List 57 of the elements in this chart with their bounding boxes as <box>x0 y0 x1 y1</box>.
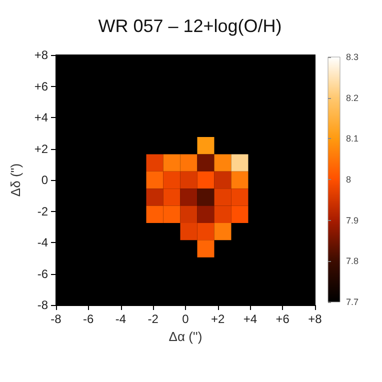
point <box>163 206 180 223</box>
y-tick-label: +2 <box>34 142 48 156</box>
point <box>197 137 214 154</box>
point <box>197 188 214 206</box>
point <box>197 171 214 189</box>
color-bar-label: 8 <box>346 174 352 184</box>
point <box>231 171 248 189</box>
y-tick-label: -4 <box>37 236 48 250</box>
x-tick-label: +2 <box>211 312 226 326</box>
point <box>146 154 164 172</box>
point <box>231 206 248 223</box>
point <box>197 222 214 240</box>
x-tick-label: -4 <box>115 312 126 326</box>
y-tick-label: -2 <box>37 204 48 218</box>
color-bar-label: 8.3 <box>346 52 359 62</box>
point <box>197 154 214 172</box>
x-tick-label: +6 <box>276 312 290 326</box>
y-tick-label: -6 <box>37 266 48 281</box>
point <box>146 188 164 206</box>
point <box>214 188 232 206</box>
point <box>214 222 232 240</box>
point <box>180 154 198 172</box>
y-axis-title: Δδ ('') <box>8 163 23 197</box>
x-tick-label: +4 <box>243 312 258 326</box>
chart-title: WR 057 – 12+log(O/H) <box>98 16 282 36</box>
x-tick-label: -6 <box>83 312 94 326</box>
color-bar-label: 7.7 <box>346 297 359 307</box>
point <box>180 206 198 223</box>
y-tick-label: +8 <box>34 48 48 62</box>
color-bar-label: 7.9 <box>346 215 359 226</box>
point <box>214 154 232 172</box>
point <box>163 171 180 189</box>
point <box>163 188 180 206</box>
color-bar-label: 8.2 <box>346 92 359 103</box>
y-tick-label: -8 <box>37 298 48 312</box>
color-bar-label: 7.8 <box>346 256 359 266</box>
point <box>180 222 198 240</box>
x-tick-label: -8 <box>50 312 62 326</box>
y-tick-label: +6 <box>34 79 48 94</box>
x-tick-label: 0 <box>182 312 190 326</box>
x-axis-title: Δα ('') <box>168 328 202 344</box>
point <box>197 206 214 223</box>
y-tick-label: +4 <box>34 110 48 124</box>
point <box>214 171 232 189</box>
y-tick-label: 0 <box>41 173 48 187</box>
point <box>180 171 198 189</box>
point <box>163 154 180 172</box>
point <box>231 154 248 172</box>
color-bar-label: 8.1 <box>346 134 359 144</box>
x-tick-label: -2 <box>148 312 159 326</box>
point <box>197 240 214 258</box>
point <box>180 188 198 206</box>
point <box>146 206 164 223</box>
point <box>214 206 232 223</box>
point <box>231 188 248 206</box>
x-tick-label: +8 <box>308 312 322 326</box>
point <box>146 171 164 189</box>
